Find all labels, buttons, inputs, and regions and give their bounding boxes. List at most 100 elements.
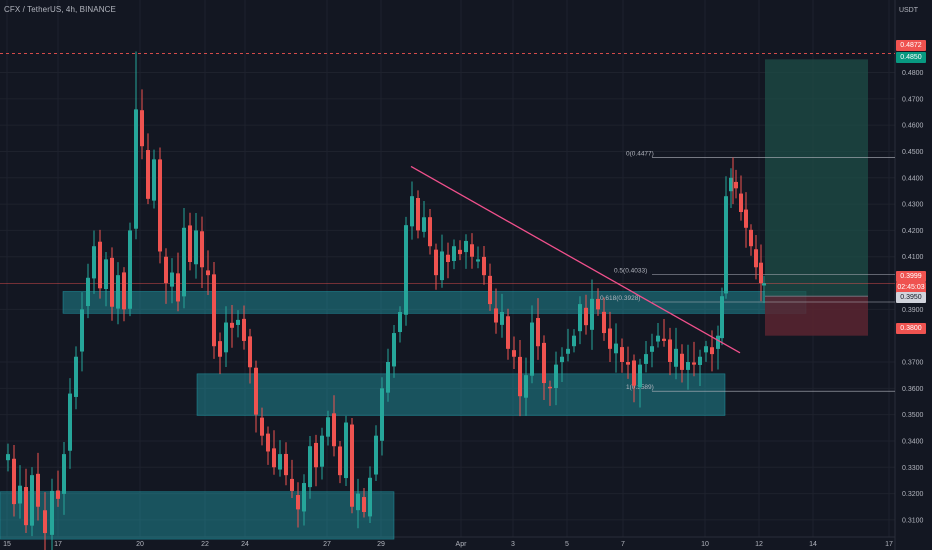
fib-level-label: 0.5(0.4033)	[614, 267, 647, 274]
candle-body	[194, 230, 198, 265]
candle-body	[92, 246, 96, 279]
candle-body	[566, 348, 570, 354]
x-axis-tick: 7	[621, 541, 625, 548]
support-zone	[62, 291, 807, 314]
candle-body	[548, 386, 552, 389]
candle-body	[506, 316, 510, 349]
x-axis-tick: 17	[54, 541, 62, 548]
x-axis-tick: 17	[885, 541, 893, 548]
candle-body	[674, 348, 678, 367]
candle-body	[530, 322, 534, 376]
y-axis-tick: 0.3500	[902, 412, 924, 419]
candle-body	[754, 249, 758, 268]
candle-body	[626, 362, 630, 365]
candle-body	[284, 453, 288, 476]
x-axis-tick: Apr	[456, 541, 468, 548]
candle-body	[500, 311, 504, 325]
x-axis-tick: 10	[701, 541, 709, 548]
x-axis-tick: 29	[377, 541, 385, 548]
x-axis-tick: 14	[809, 541, 817, 548]
candle-body	[704, 346, 708, 353]
candle-body	[578, 304, 582, 332]
candle-body	[200, 231, 204, 268]
candle-body	[308, 446, 312, 488]
candle-body	[464, 240, 468, 253]
candle-body	[188, 225, 192, 262]
candle-body	[320, 435, 324, 467]
candle-body	[368, 477, 372, 517]
candle-body	[518, 356, 522, 397]
candle-body	[608, 328, 612, 349]
candle-body	[326, 417, 330, 437]
y-axis-tick: 0.3600	[902, 386, 924, 393]
symbol-title[interactable]: CFX / TetherUS, 4h, BINANCE	[4, 5, 116, 14]
fib-level-label: 0.618(0.3928)	[600, 295, 640, 302]
candle-body	[698, 356, 702, 365]
y-axis-tick: 0.4300	[902, 202, 924, 209]
candle-body	[762, 283, 766, 286]
candle-body	[524, 375, 528, 398]
candle-body	[749, 229, 753, 247]
candle-body	[656, 335, 660, 342]
candle-body	[242, 318, 246, 341]
candle-body	[43, 510, 47, 534]
candle-body	[380, 388, 384, 441]
candle-body	[512, 350, 516, 357]
candle-body	[68, 393, 72, 451]
candle-body	[236, 319, 240, 325]
candle-body	[458, 249, 462, 255]
long-stop-area	[765, 296, 868, 336]
candle-body	[224, 322, 228, 353]
candle-body	[278, 454, 282, 470]
candle-body	[176, 273, 180, 302]
candle-body	[422, 217, 426, 232]
candle-body	[12, 458, 16, 505]
candle-body	[554, 364, 558, 389]
y-axis-tick: 0.3900	[902, 307, 924, 314]
candle-body	[50, 490, 54, 535]
candle-body	[158, 159, 162, 252]
x-axis-tick: 15	[3, 541, 11, 548]
support-zone	[196, 373, 726, 416]
candle-body	[494, 308, 498, 323]
candle-body	[476, 259, 480, 262]
candle-body	[254, 367, 258, 415]
candle-body	[98, 241, 102, 289]
countdown-label: 02:45:03	[896, 282, 926, 293]
y-axis-tick: 0.4200	[902, 228, 924, 235]
candle-body	[170, 272, 174, 287]
candle-body	[182, 227, 186, 297]
candle-body	[446, 254, 450, 262]
candle-body	[344, 422, 348, 479]
candle-body	[230, 322, 234, 328]
candle-body	[296, 495, 300, 510]
candle-body	[572, 335, 576, 347]
long-target-area	[765, 59, 868, 297]
x-axis-tick: 3	[511, 541, 515, 548]
candle-body	[80, 309, 84, 352]
candle-body	[116, 275, 120, 309]
candle-body	[620, 347, 624, 362]
candle-body	[734, 181, 738, 189]
candle-body	[56, 490, 60, 499]
alert-price-label: 0.4872	[896, 40, 926, 51]
candle-body	[6, 454, 10, 461]
candle-body	[416, 198, 420, 231]
candle-body	[248, 336, 252, 368]
x-axis-tick: 5	[565, 541, 569, 548]
candle-body	[710, 347, 714, 355]
candle-body	[650, 346, 654, 352]
x-axis-tick: 22	[201, 541, 209, 548]
candle-body	[488, 275, 492, 305]
candle-body	[602, 311, 606, 334]
candle-body	[350, 424, 354, 507]
candle-body	[374, 435, 378, 475]
candle-body	[668, 339, 672, 362]
candle-body	[680, 353, 684, 370]
candle-body	[140, 110, 144, 147]
candle-body	[644, 354, 648, 364]
candle-body	[134, 109, 138, 229]
candle-body	[30, 475, 34, 526]
